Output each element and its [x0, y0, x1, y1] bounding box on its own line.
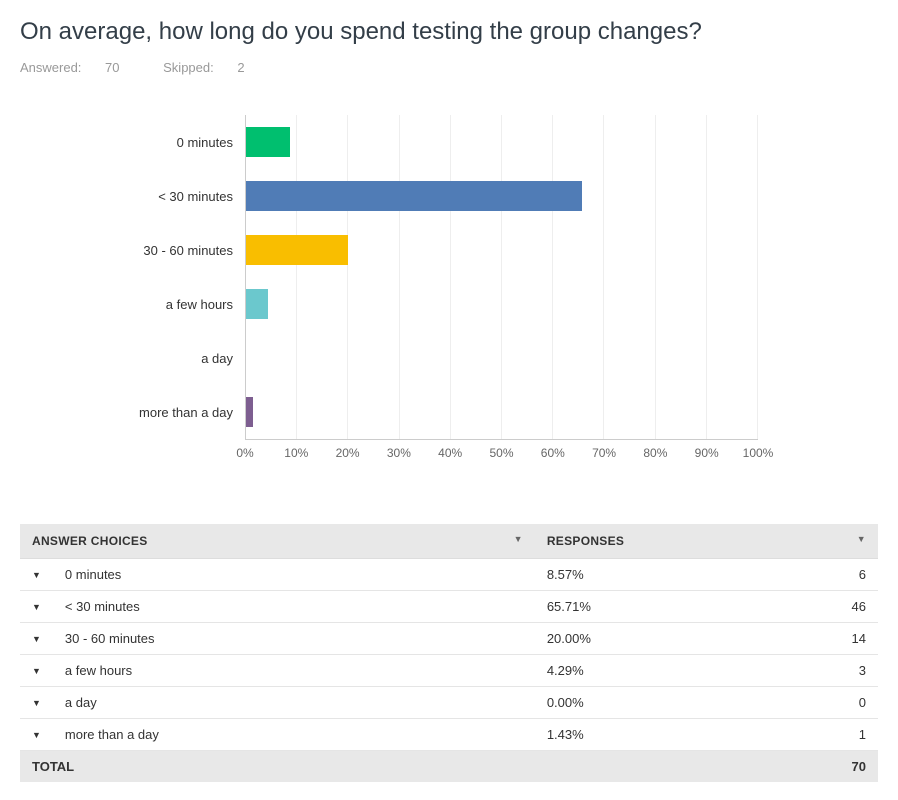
skipped-meta: Skipped: 2	[163, 60, 264, 75]
caret-down-icon: ▼	[514, 534, 523, 544]
table-row: ▼0 minutes8.57%6	[20, 559, 878, 591]
bar-row	[246, 223, 758, 277]
choice-label: 30 - 60 minutes	[53, 623, 535, 655]
col-header-responses[interactable]: RESPONSES ▼	[535, 524, 878, 559]
response-pct: 4.29%	[535, 655, 754, 687]
bar[interactable]	[246, 181, 582, 211]
skipped-label: Skipped:	[163, 60, 214, 75]
col-header-choices[interactable]: ANSWER CHOICES ▼	[20, 524, 535, 559]
bars-container	[246, 115, 758, 439]
x-tick: 40%	[438, 446, 462, 460]
choice-label: 0 minutes	[53, 559, 535, 591]
bar-chart: 0 minutes< 30 minutes30 - 60 minutesa fe…	[20, 95, 878, 440]
table-row: ▼< 30 minutes65.71%46	[20, 591, 878, 623]
col-header-choices-label: ANSWER CHOICES	[32, 534, 148, 548]
results-table: ANSWER CHOICES ▼ RESPONSES ▼ ▼0 minutes8…	[20, 524, 878, 782]
x-tick: 80%	[643, 446, 667, 460]
response-meta: Answered: 70 Skipped: 2	[20, 60, 878, 75]
bar-row	[246, 115, 758, 169]
answered-count: 70	[105, 60, 119, 75]
y-axis-label: a few hours	[20, 277, 245, 331]
bar[interactable]	[246, 397, 253, 427]
x-tick: 60%	[541, 446, 565, 460]
expand-row-toggle[interactable]: ▼	[20, 655, 53, 687]
choice-label: < 30 minutes	[53, 591, 535, 623]
expand-row-toggle[interactable]: ▼	[20, 623, 53, 655]
bar[interactable]	[246, 289, 268, 319]
total-label: TOTAL	[20, 751, 754, 783]
bar[interactable]	[246, 127, 290, 157]
y-axis-label: < 30 minutes	[20, 169, 245, 223]
plot-area	[245, 115, 758, 440]
x-tick: 90%	[695, 446, 719, 460]
bar[interactable]	[246, 235, 348, 265]
choice-label: more than a day	[53, 719, 535, 751]
response-count: 46	[754, 591, 878, 623]
x-tick: 20%	[336, 446, 360, 460]
caret-down-icon: ▼	[857, 534, 866, 544]
skipped-count: 2	[237, 60, 244, 75]
x-tick: 50%	[489, 446, 513, 460]
expand-row-toggle[interactable]: ▼	[20, 559, 53, 591]
response-count: 3	[754, 655, 878, 687]
x-axis-ticks: 0%10%20%30%40%50%60%70%80%90%100%	[245, 446, 758, 464]
answered-label: Answered:	[20, 60, 81, 75]
x-axis: 0% 10% 20% 30% 40% 50% 60% 70% 80% 90% 100%	[20, 440, 878, 464]
x-tick: 70%	[592, 446, 616, 460]
y-axis-label: 30 - 60 minutes	[20, 223, 245, 277]
response-count: 0	[754, 687, 878, 719]
response-count: 1	[754, 719, 878, 751]
choice-label: a day	[53, 687, 535, 719]
table-row: ▼a day0.00%0	[20, 687, 878, 719]
bar-row	[246, 385, 758, 439]
bar-row	[246, 331, 758, 385]
y-axis-label: 0 minutes	[20, 115, 245, 169]
table-row: ▼a few hours4.29%3	[20, 655, 878, 687]
table-row: ▼30 - 60 minutes20.00%14	[20, 623, 878, 655]
bar-row	[246, 169, 758, 223]
total-count: 70	[754, 751, 878, 783]
x-tick: 30%	[387, 446, 411, 460]
y-axis-label: more than a day	[20, 385, 245, 439]
x-tick: 10%	[284, 446, 308, 460]
y-axis-label: a day	[20, 331, 245, 385]
response-pct: 8.57%	[535, 559, 754, 591]
choice-label: a few hours	[53, 655, 535, 687]
response-count: 14	[754, 623, 878, 655]
table-row: ▼more than a day1.43%1	[20, 719, 878, 751]
col-header-responses-label: RESPONSES	[547, 534, 624, 548]
response-pct: 65.71%	[535, 591, 754, 623]
response-pct: 0.00%	[535, 687, 754, 719]
page-title: On average, how long do you spend testin…	[20, 18, 878, 46]
response-count: 6	[754, 559, 878, 591]
total-row: TOTAL70	[20, 751, 878, 783]
x-tick: 0%	[236, 446, 253, 460]
response-pct: 1.43%	[535, 719, 754, 751]
y-axis-labels: 0 minutes< 30 minutes30 - 60 minutesa fe…	[20, 115, 245, 440]
expand-row-toggle[interactable]: ▼	[20, 719, 53, 751]
response-pct: 20.00%	[535, 623, 754, 655]
bar-row	[246, 277, 758, 331]
x-tick: 100%	[743, 446, 774, 460]
expand-row-toggle[interactable]: ▼	[20, 687, 53, 719]
expand-row-toggle[interactable]: ▼	[20, 591, 53, 623]
answered-meta: Answered: 70	[20, 60, 143, 75]
